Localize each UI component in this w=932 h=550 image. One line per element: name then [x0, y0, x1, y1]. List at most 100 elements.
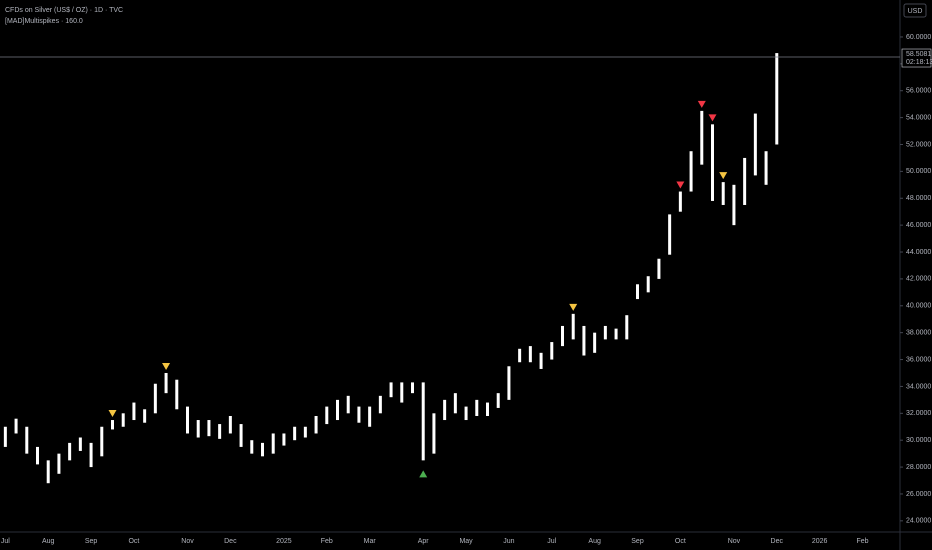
x-tick-label: Aug: [588, 538, 601, 545]
price-bar: [389, 382, 393, 398]
price-bar: [646, 276, 650, 293]
price-bar: [228, 416, 232, 434]
price-bar: [14, 418, 18, 434]
chart-title: CFDs on Silver (US$ / OZ) · 1D · TVC: [5, 7, 123, 14]
y-tick-label: 34.0000: [906, 383, 931, 390]
price-bar: [175, 379, 179, 410]
price-bar: [668, 214, 672, 255]
x-tick-label: Oct: [128, 538, 139, 545]
last-price-box: [901, 48, 932, 68]
x-tick-label: Feb: [321, 538, 333, 545]
y-tick-label: 60.0000: [906, 34, 931, 41]
price-bar: [239, 424, 243, 447]
y-tick-label: 50.0000: [906, 168, 931, 175]
price-bar: [464, 406, 468, 421]
price-bar: [111, 420, 114, 430]
price-bar: [207, 420, 211, 437]
x-tick-label: 2025: [276, 538, 292, 545]
signal-marker: [108, 410, 117, 418]
price-bar: [89, 442, 93, 468]
price-bar: [561, 325, 564, 347]
x-tick-label: Jul: [1, 538, 10, 545]
x-tick-label: May: [459, 538, 473, 545]
price-bar: [636, 284, 639, 300]
y-tick-label: 38.0000: [906, 330, 931, 337]
x-tick-label: Nov: [181, 538, 194, 545]
x-tick-label: Jul: [547, 538, 556, 545]
price-bar: [121, 413, 125, 427]
price-bar: [764, 151, 768, 185]
signal-marker: [676, 181, 685, 189]
price-bar: [57, 453, 61, 474]
price-bar: [689, 151, 693, 192]
price-bar: [368, 406, 372, 427]
y-tick-label: 44.0000: [906, 249, 931, 256]
price-bar: [282, 433, 286, 446]
y-tick-label: 48.0000: [906, 195, 931, 202]
y-tick-label: 56.0000: [906, 88, 931, 95]
price-bar: [346, 395, 350, 414]
price-bar: [528, 346, 532, 363]
y-tick-label: 36.0000: [906, 356, 931, 363]
price-bar: [36, 446, 39, 465]
price-bar: [261, 442, 264, 457]
price-bar: [218, 424, 222, 439]
x-tick-label: Apr: [418, 538, 430, 545]
x-tick-label: Mar: [364, 538, 377, 545]
y-tick-label: 42.0000: [906, 276, 931, 283]
y-tick-label: 28.0000: [906, 464, 931, 471]
price-bar: [25, 426, 29, 454]
currency-label[interactable]: USD: [908, 8, 923, 15]
price-bar: [614, 328, 618, 340]
x-tick-label: Aug: [42, 538, 55, 545]
signal-marker: [162, 362, 171, 370]
x-tick-label: Nov: [728, 538, 741, 545]
price-bar: [271, 433, 275, 454]
price-bar: [186, 406, 189, 434]
price-bar: [164, 372, 168, 394]
price-bar: [132, 402, 136, 421]
price-bar: [357, 406, 361, 423]
signal-marker: [719, 172, 728, 180]
price-bar: [325, 406, 329, 425]
last-price-label: 58.5081: [906, 51, 931, 58]
y-tick-label: 40.0000: [906, 303, 931, 310]
price-bar: [775, 53, 779, 145]
signal-marker: [697, 100, 706, 108]
x-tick-label: Sep: [631, 538, 644, 545]
y-tick-label: 52.0000: [906, 141, 931, 148]
price-bar: [421, 382, 425, 461]
price-bar: [378, 395, 382, 414]
price-bar: [571, 313, 575, 340]
indicator-label: [MAD]Multispikes · 160.0: [5, 18, 83, 25]
signal-marker: [569, 303, 578, 311]
price-bar: [753, 113, 757, 176]
price-bar: [443, 399, 447, 421]
price-bar: [625, 315, 629, 340]
currency-button[interactable]: [903, 3, 927, 18]
price-bar: [250, 440, 254, 454]
signal-marker: [708, 114, 717, 122]
y-tick-label: 46.0000: [906, 222, 931, 229]
x-tick-label: 2026: [812, 538, 828, 545]
price-bar: [303, 426, 307, 438]
price-bar: [78, 437, 82, 451]
price-bar: [550, 342, 554, 360]
price-bar: [486, 402, 489, 417]
x-tick-label: Oct: [675, 538, 686, 545]
price-bar: [153, 383, 157, 414]
price-bar: [593, 332, 597, 353]
price-bar: [603, 325, 607, 340]
y-tick-label: 24.0000: [906, 518, 931, 525]
x-tick-label: Dec: [771, 538, 784, 545]
price-bar: [46, 460, 50, 484]
x-tick-label: Feb: [856, 538, 868, 545]
price-bar: [721, 182, 725, 205]
price-bar: [711, 124, 714, 201]
price-bar: [432, 413, 436, 454]
price-bar: [453, 393, 457, 414]
x-tick-label: Dec: [224, 538, 237, 545]
price-bar: [314, 416, 318, 434]
price-bar: [100, 426, 104, 457]
